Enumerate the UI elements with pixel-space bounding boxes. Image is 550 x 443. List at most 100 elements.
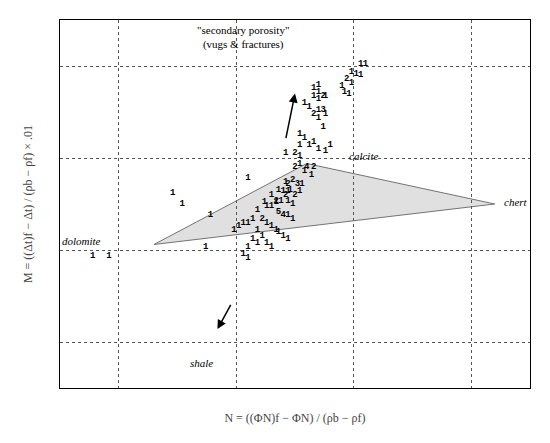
svg-text:1: 1 (285, 186, 291, 196)
svg-text:4: 4 (304, 162, 310, 172)
svg-text:1: 1 (269, 201, 275, 211)
svg-text:1: 1 (269, 242, 275, 252)
svg-text:M = ((Δt)f − Δt) / (ρb − ρf) ×: M = ((Δt)f − Δt) / (ρb − ρf) × .01 (21, 125, 35, 283)
svg-text:2: 2 (311, 109, 316, 119)
svg-text:1: 1 (342, 87, 348, 97)
svg-text:1: 1 (285, 196, 291, 206)
svg-text:1: 1 (299, 179, 305, 189)
svg-text:1: 1 (255, 205, 261, 215)
svg-text:1: 1 (302, 133, 308, 143)
svg-text:1: 1 (231, 225, 237, 235)
svg-text:1: 1 (349, 78, 355, 88)
svg-text:1: 1 (241, 218, 247, 228)
svg-text:1: 1 (262, 197, 268, 207)
svg-text:1: 1 (363, 59, 369, 69)
svg-text:1: 1 (290, 199, 296, 209)
svg-text:1: 1 (241, 249, 247, 259)
svg-text:1: 1 (288, 185, 294, 195)
svg-text:1: 1 (276, 227, 282, 237)
svg-text:1 1: 1 1 (90, 251, 112, 261)
svg-text:1: 1 (323, 109, 329, 119)
svg-text:5: 5 (276, 207, 281, 217)
svg-text:1: 1 (208, 210, 214, 220)
svg-text:1: 1 (316, 80, 322, 90)
svg-text:1: 1 (306, 102, 312, 112)
svg-text:1: 1 (259, 231, 265, 241)
svg-text:1: 1 (264, 238, 270, 248)
svg-text:1: 1 (203, 242, 209, 252)
svg-text:1: 1 (297, 129, 303, 139)
svg-text:1: 1 (297, 159, 303, 169)
svg-text:1: 1 (276, 185, 282, 195)
svg-text:1: 1 (349, 67, 355, 77)
svg-text:1: 1 (283, 148, 289, 158)
svg-text:1: 1 (285, 234, 291, 244)
svg-text:1: 1 (346, 89, 352, 99)
svg-text:1: 1 (273, 225, 279, 235)
svg-text:1: 1 (170, 188, 176, 198)
svg-text:2: 2 (290, 175, 295, 185)
svg-text:2: 2 (292, 148, 297, 158)
svg-text:chert: chert (504, 196, 528, 208)
svg-text:1: 1 (311, 137, 317, 147)
svg-text:1: 1 (273, 197, 279, 207)
svg-text:calcite: calcite (349, 150, 378, 162)
svg-text:2: 2 (285, 179, 290, 189)
svg-text:1: 1 (255, 238, 261, 248)
svg-text:1: 1 (281, 231, 287, 241)
svg-text:1: 1 (264, 201, 270, 211)
svg-text:1: 1 (320, 122, 326, 132)
svg-text:1: 1 (236, 221, 242, 231)
svg-text:1: 1 (290, 214, 296, 224)
svg-text:1: 1 (358, 59, 364, 69)
svg-text:1: 1 (328, 140, 334, 150)
svg-text:1: 1 (250, 214, 256, 224)
svg-text:1: 1 (297, 140, 303, 150)
svg-text:1: 1 (245, 253, 251, 263)
svg-text:1: 1 (316, 113, 322, 123)
svg-text:2: 2 (344, 74, 349, 84)
svg-text:1: 1 (311, 91, 317, 101)
svg-text:1: 1 (179, 199, 185, 209)
svg-text:3: 3 (295, 179, 300, 189)
svg-text:1: 1 (245, 218, 251, 228)
svg-text:1: 1 (245, 173, 251, 183)
svg-text:1: 1 (353, 69, 359, 79)
svg-text:1: 1 (297, 151, 303, 161)
svg-text:1: 1 (323, 91, 329, 101)
svg-text:2: 2 (292, 162, 297, 172)
svg-text:dolomite: dolomite (62, 235, 101, 247)
svg-text:2: 2 (292, 190, 297, 200)
svg-text:1: 1 (316, 144, 322, 154)
svg-text:1: 1 (306, 140, 312, 150)
svg-text:1: 1 (316, 94, 322, 104)
svg-text:1: 1 (316, 87, 322, 97)
svg-text:1: 1 (281, 186, 287, 196)
svg-text:1: 1 (323, 146, 329, 156)
svg-text:1: 1 (264, 218, 270, 228)
svg-text:2: 2 (320, 91, 325, 101)
svg-text:shale: shale (190, 357, 213, 369)
svg-text:1: 1 (269, 190, 275, 200)
svg-text:1: 1 (283, 177, 289, 187)
svg-text:1: 1 (285, 210, 291, 220)
svg-text:1: 1 (250, 234, 256, 244)
svg-text:1: 1 (302, 98, 308, 108)
svg-text:2: 2 (259, 214, 264, 224)
svg-text:1: 1 (278, 196, 284, 206)
svg-text:1: 1 (297, 186, 303, 196)
svg-text:1: 1 (255, 225, 261, 235)
svg-text:2: 2 (283, 190, 288, 200)
svg-text:1: 1 (269, 221, 275, 231)
svg-text:1: 1 (339, 81, 345, 91)
svg-text:1: 1 (309, 170, 315, 180)
svg-text:1: 1 (311, 83, 317, 93)
svg-text:2: 2 (311, 162, 316, 172)
svg-text:3: 3 (320, 105, 325, 115)
svg-text:2: 2 (273, 196, 278, 206)
svg-text:1: 1 (245, 242, 251, 252)
svg-text:4: 4 (281, 210, 287, 220)
svg-text:1: 1 (358, 70, 364, 80)
svg-text:N = ((ΦN)f − ΦN) / (ρb − ρf): N = ((ΦN)f − ΦN) / (ρb − ρf) (224, 411, 365, 425)
svg-text:"secondary porosity"(vugs & fr: "secondary porosity"(vugs & fractures) (197, 24, 289, 51)
